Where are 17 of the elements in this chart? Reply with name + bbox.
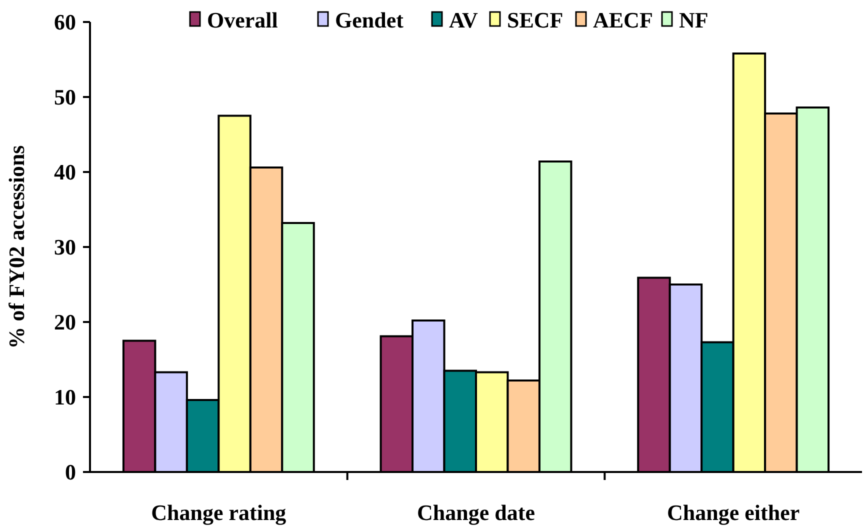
y-tick-label: 60 [54, 10, 76, 35]
legend-label: AECF [593, 8, 653, 33]
legend-label: Overall [207, 8, 278, 33]
x-tick-label: Change either [667, 500, 800, 525]
legend-label: Gendet [335, 8, 404, 33]
y-axis-title: % of FY02 accessions [4, 144, 29, 349]
x-tick-label: Change date [417, 500, 536, 525]
y-tick-label: 50 [54, 84, 76, 110]
legend-label: AV [449, 8, 478, 33]
y-tick-label: 10 [54, 384, 76, 410]
y-tick-label: 40 [54, 160, 76, 185]
x-tick-label: Change rating [151, 500, 286, 525]
legend-label: NF [679, 8, 708, 33]
y-tick-label: 20 [54, 310, 76, 335]
y-tick-label: 0 [65, 460, 76, 485]
y-tick-label: 30 [54, 234, 76, 260]
legend-label: SECF [507, 8, 564, 33]
